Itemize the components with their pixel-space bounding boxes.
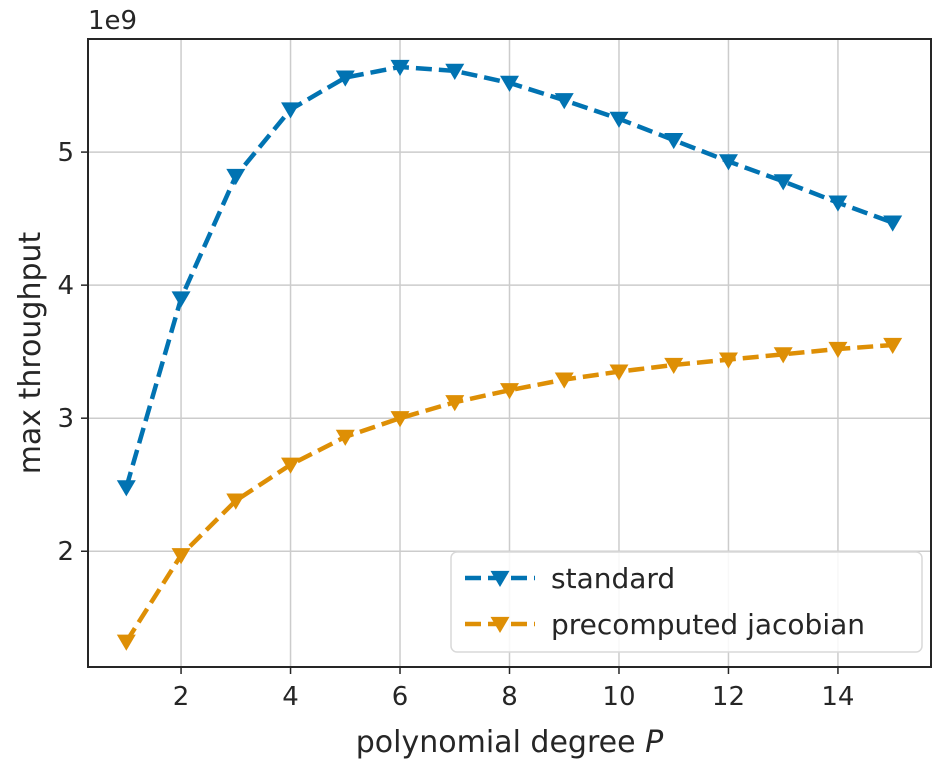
- x-axis-label: polynomial degree P: [356, 725, 664, 760]
- y-tick-label: 5: [57, 138, 74, 168]
- ticks: 2 4 6 8 10 12 14 2 3 4 5: [57, 138, 854, 712]
- data-point-marker: [226, 493, 246, 510]
- data-point-marker: [718, 352, 738, 369]
- data-point-marker: [828, 341, 848, 359]
- y-tick-label: 3: [57, 404, 74, 434]
- data-point-marker: [445, 63, 465, 80]
- data-point-marker: [116, 480, 136, 497]
- x-tick-label: 4: [282, 682, 299, 712]
- data-point-marker: [664, 132, 684, 150]
- y-tick-label: 2: [57, 537, 74, 567]
- data-point-marker: [226, 168, 246, 186]
- legend: standard precomputed jacobian: [450, 551, 923, 653]
- data-point-marker: [281, 102, 301, 119]
- x-tick-label: 8: [501, 682, 518, 712]
- data-point-marker: [390, 59, 410, 76]
- x-tick-label: 10: [602, 682, 635, 712]
- data-point-marker: [664, 357, 684, 374]
- series-1: [116, 337, 903, 651]
- y-multiplier-label: 1e9: [88, 6, 137, 36]
- series-layer: [116, 59, 903, 651]
- x-axis-label-text: polynomial degree: [356, 725, 636, 760]
- data-point-marker: [335, 70, 355, 87]
- data-point-marker: [445, 395, 465, 412]
- x-tick-label: 14: [821, 682, 854, 712]
- y-tick-label: 4: [57, 271, 74, 301]
- legend-label: precomputed jacobian: [551, 608, 865, 641]
- legend-label: standard: [551, 562, 675, 595]
- legend-marker: [490, 616, 510, 634]
- data-point-marker: [773, 347, 793, 364]
- data-point-marker: [718, 154, 738, 171]
- x-tick-label: 12: [712, 682, 745, 712]
- data-point-marker: [335, 429, 355, 446]
- legend-box: [450, 551, 923, 653]
- x-tick-label: 6: [392, 682, 409, 712]
- y-axis-label: max throughput: [13, 231, 48, 474]
- data-point-marker: [883, 215, 903, 232]
- data-point-marker: [281, 457, 301, 474]
- data-point-marker: [609, 111, 629, 128]
- data-point-marker: [171, 291, 191, 308]
- legend-marker: [490, 570, 510, 588]
- data-point-marker: [554, 372, 574, 389]
- data-point-marker: [500, 75, 519, 92]
- data-point-marker: [773, 174, 793, 191]
- data-point-marker: [116, 634, 136, 651]
- data-point-marker: [609, 364, 629, 381]
- data-point-marker: [500, 383, 519, 400]
- data-point-marker: [390, 411, 410, 428]
- series-0: [116, 59, 903, 497]
- data-point-marker: [554, 93, 574, 110]
- data-point-marker: [883, 337, 903, 355]
- data-point-marker: [171, 548, 191, 565]
- x-tick-label: 2: [173, 682, 190, 712]
- x-axis-label-variable: P: [645, 725, 664, 760]
- data-point-marker: [828, 195, 848, 212]
